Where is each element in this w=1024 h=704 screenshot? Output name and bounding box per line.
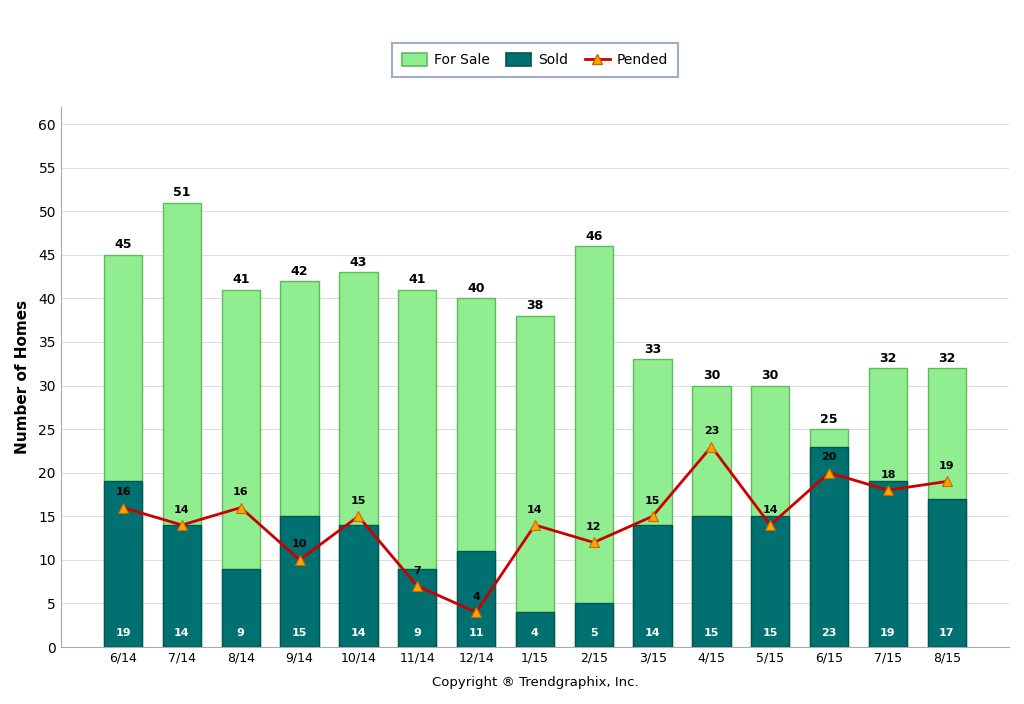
X-axis label: Copyright ® Trendgraphix, Inc.: Copyright ® Trendgraphix, Inc.: [431, 676, 638, 689]
Text: 15: 15: [645, 496, 660, 506]
Bar: [868, 482, 907, 647]
Bar: [281, 516, 318, 647]
Text: 19: 19: [939, 461, 954, 471]
Bar: [868, 368, 907, 647]
Text: 14: 14: [527, 505, 543, 515]
Text: 14: 14: [645, 628, 660, 639]
Bar: [692, 386, 730, 647]
Bar: [103, 482, 142, 647]
Bar: [281, 281, 318, 647]
Bar: [163, 203, 201, 647]
Text: 19: 19: [880, 628, 896, 639]
Bar: [221, 290, 260, 647]
Bar: [634, 525, 672, 647]
Text: 33: 33: [644, 343, 662, 356]
Bar: [221, 569, 260, 647]
Text: 23: 23: [703, 426, 719, 436]
Text: 41: 41: [409, 273, 426, 287]
Text: 14: 14: [174, 505, 189, 515]
Text: 5: 5: [590, 628, 598, 639]
Bar: [692, 516, 730, 647]
Text: 4: 4: [531, 628, 539, 639]
Text: 51: 51: [173, 186, 190, 199]
Text: 14: 14: [174, 628, 189, 639]
Bar: [928, 368, 966, 647]
Bar: [457, 551, 496, 647]
Bar: [516, 316, 554, 647]
Text: 23: 23: [821, 628, 837, 639]
Text: 15: 15: [350, 496, 367, 506]
Bar: [752, 386, 790, 647]
Bar: [752, 516, 790, 647]
Text: 15: 15: [763, 628, 778, 639]
Bar: [103, 255, 142, 647]
Text: 14: 14: [350, 628, 367, 639]
Text: 19: 19: [116, 628, 131, 639]
Bar: [810, 446, 848, 647]
Bar: [163, 525, 201, 647]
Text: 15: 15: [292, 628, 307, 639]
Bar: [457, 298, 496, 647]
Text: 30: 30: [762, 369, 779, 382]
Text: 46: 46: [585, 230, 602, 243]
Bar: [574, 246, 613, 647]
Bar: [928, 499, 966, 647]
Text: 10: 10: [292, 539, 307, 549]
Text: 42: 42: [291, 265, 308, 277]
Legend: For Sale, Sold, Pended: For Sale, Sold, Pended: [392, 44, 678, 77]
Text: 7: 7: [414, 565, 421, 576]
Text: 20: 20: [821, 452, 837, 463]
Text: 9: 9: [237, 628, 245, 639]
Text: 17: 17: [939, 628, 954, 639]
Text: 25: 25: [820, 413, 838, 426]
Bar: [398, 569, 436, 647]
Text: 4: 4: [472, 591, 480, 602]
Text: 32: 32: [880, 352, 897, 365]
Bar: [574, 603, 613, 647]
Bar: [810, 429, 848, 647]
Text: 40: 40: [467, 282, 484, 295]
Text: 32: 32: [938, 352, 955, 365]
Text: 16: 16: [232, 487, 249, 497]
Text: 14: 14: [763, 505, 778, 515]
Bar: [339, 272, 378, 647]
Text: 16: 16: [116, 487, 131, 497]
Text: 43: 43: [350, 256, 367, 269]
Bar: [516, 612, 554, 647]
Text: 11: 11: [468, 628, 483, 639]
Text: 12: 12: [586, 522, 601, 532]
Bar: [398, 290, 436, 647]
Bar: [634, 360, 672, 647]
Y-axis label: Number of Homes: Number of Homes: [15, 300, 30, 454]
Text: 45: 45: [115, 239, 132, 251]
Text: 15: 15: [703, 628, 719, 639]
Text: 9: 9: [414, 628, 421, 639]
Text: 18: 18: [881, 470, 896, 479]
Text: 38: 38: [526, 299, 544, 313]
Text: 41: 41: [232, 273, 250, 287]
Text: 30: 30: [702, 369, 720, 382]
Bar: [339, 525, 378, 647]
